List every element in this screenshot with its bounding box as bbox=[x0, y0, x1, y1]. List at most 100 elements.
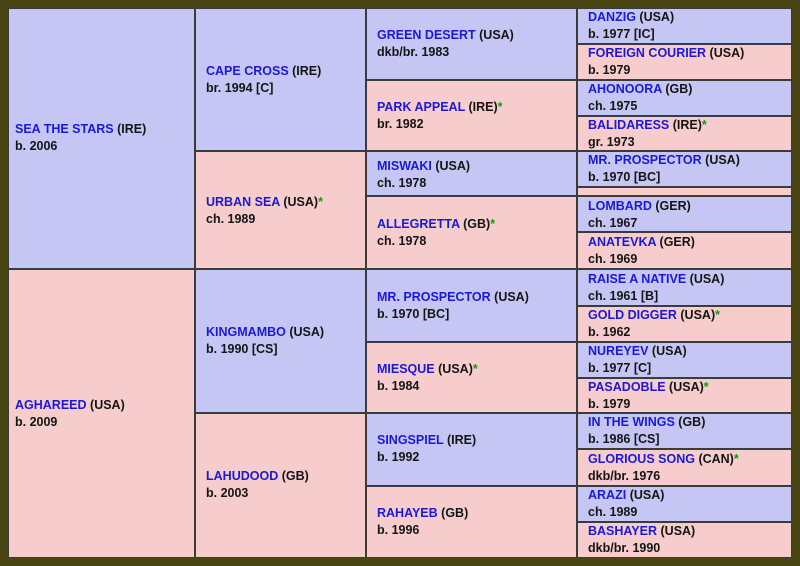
pedigree-cell-sire: NUREYEV (USA) b. 1977 [C] bbox=[578, 343, 791, 377]
pedigree-cell-sire: KINGMAMBO (USA) b. 1990 [CS] bbox=[196, 270, 365, 412]
horse-info: b. 1986 [CS] bbox=[588, 432, 660, 446]
horse-info: b. 1984 bbox=[377, 379, 420, 393]
pedigree-cell-sire: MISWAKI (USA) ch. 1978 bbox=[367, 152, 576, 195]
horse-info: gr. 1973 bbox=[588, 135, 635, 149]
horse-country: (GB) bbox=[441, 506, 469, 520]
star-mark: * bbox=[733, 452, 739, 466]
horse-info: ch. 1989 bbox=[206, 212, 256, 226]
horse-name[interactable]: SEA THE STARS bbox=[15, 122, 114, 136]
pedigree-cell-dam: LAHUDOOD (GB) b. 2003 bbox=[196, 414, 365, 557]
horse-country: (GER) bbox=[655, 199, 691, 213]
horse-country: (USA) bbox=[680, 308, 716, 322]
horse-country: (USA) bbox=[709, 46, 745, 60]
horse-country: (IRE) bbox=[446, 433, 477, 447]
horse-name[interactable]: IN THE WINGS bbox=[588, 415, 675, 429]
horse-info: br. 1982 bbox=[377, 117, 424, 131]
star-mark: * bbox=[715, 308, 720, 322]
horse-info: b. 1977 [IC] bbox=[588, 27, 655, 41]
horse-name[interactable]: MR. PROSPECTOR bbox=[377, 290, 491, 304]
horse-country: (GB) bbox=[665, 82, 693, 96]
horse-name[interactable]: PARK APPEAL bbox=[377, 100, 465, 114]
horse-country: (USA) bbox=[438, 362, 473, 376]
pedigree-cell-sire: ARAZI (USA) ch. 1989 bbox=[578, 487, 791, 521]
horse-name[interactable]: MISWAKI bbox=[377, 159, 432, 173]
horse-info: ch. 1969 bbox=[588, 252, 638, 266]
horse-info: b. 2006 bbox=[15, 139, 58, 153]
horse-name[interactable]: BASHAYER bbox=[588, 524, 658, 538]
horse-country: (USA) bbox=[669, 380, 704, 394]
horse-name[interactable]: ANATEVKA bbox=[588, 235, 657, 249]
horse-info: dkb/br. 1990 bbox=[588, 541, 661, 555]
horse-info: b. 1996 bbox=[377, 523, 420, 537]
horse-name[interactable]: FOREIGN COURIER bbox=[588, 46, 707, 60]
pedigree-cell-dam: GLORIOUS SONG (CAN)* dkb/br. 1976 bbox=[578, 450, 791, 485]
horse-name[interactable]: GOLD DIGGER bbox=[588, 308, 677, 322]
pedigree-cell-sire: DANZIG (USA) b. 1977 [IC] bbox=[578, 9, 791, 43]
pedigree-cell-dam: ALLEGRETTA (GB)* ch. 1978 bbox=[367, 197, 576, 268]
horse-name[interactable]: DANZIG bbox=[588, 10, 636, 24]
pedigree-cell-dam: PARK APPEAL (IRE)* br. 1982 bbox=[367, 81, 576, 150]
pedigree-cell-sire: SINGSPIEL (IRE) b. 1992 bbox=[367, 414, 576, 485]
horse-country: (USA) bbox=[283, 195, 319, 209]
horse-name[interactable]: PASADOBLE bbox=[588, 380, 666, 394]
star-mark: * bbox=[703, 380, 709, 394]
horse-name[interactable]: LOMBARD bbox=[588, 199, 652, 213]
horse-country: (USA) bbox=[660, 524, 696, 538]
horse-info: ch. 1989 bbox=[588, 505, 638, 519]
horse-name[interactable]: SINGSPIEL bbox=[377, 433, 444, 447]
horse-info: b. 2009 bbox=[15, 415, 58, 429]
horse-name[interactable]: URBAN SEA bbox=[206, 195, 280, 209]
horse-info: b. 1970 [BC] bbox=[377, 307, 450, 321]
horse-name[interactable]: AHONOORA bbox=[588, 82, 662, 96]
star-mark: * bbox=[701, 118, 707, 132]
horse-name[interactable]: RAISE A NATIVE bbox=[588, 272, 687, 286]
pedigree-cell-sire: GREEN DESERT (USA) dkb/br. 1983 bbox=[367, 9, 576, 79]
horse-info: ch. 1967 bbox=[588, 216, 638, 230]
pedigree-cell-dam: URBAN SEA (USA)* ch. 1989 bbox=[196, 152, 365, 268]
horse-name[interactable]: LAHUDOOD bbox=[206, 469, 279, 483]
pedigree-chart: SEA THE STARS (IRE) b. 2006 AGHAREED (US… bbox=[8, 8, 792, 558]
horse-info: ch. 1961 [B] bbox=[588, 289, 659, 303]
horse-country: (CAN) bbox=[698, 452, 734, 466]
horse-country: (USA) bbox=[689, 272, 725, 286]
horse-name[interactable]: CAPE CROSS bbox=[206, 64, 289, 78]
star-mark: * bbox=[490, 217, 496, 231]
pedigree-cell-sire: MR. PROSPECTOR (USA) b. 1970 [BC] bbox=[367, 270, 576, 341]
horse-country: (USA) bbox=[705, 153, 740, 167]
star-mark: * bbox=[318, 195, 323, 209]
horse-info: b. 1979 bbox=[588, 63, 631, 77]
horse-country: (IRE) bbox=[468, 100, 498, 114]
horse-name[interactable]: KINGMAMBO bbox=[206, 325, 286, 339]
horse-info: b. 1990 [CS] bbox=[206, 342, 278, 356]
horse-name[interactable]: RAHAYEB bbox=[377, 506, 438, 520]
horse-country: (USA) bbox=[479, 28, 514, 42]
horse-name[interactable]: ALLEGRETTA bbox=[377, 217, 460, 231]
horse-name[interactable]: AGHAREED bbox=[15, 398, 87, 412]
horse-country: (IRE) bbox=[117, 122, 147, 136]
horse-country: (GB) bbox=[678, 415, 706, 429]
horse-name[interactable]: MR. PROSPECTOR bbox=[588, 153, 702, 167]
horse-info: b. 1970 [BC] bbox=[588, 170, 661, 184]
pedigree-cell-dam: MIESQUE (USA)* b. 1984 bbox=[367, 343, 576, 412]
horse-name[interactable]: MIESQUE bbox=[377, 362, 435, 376]
horse-info: b. 1962 bbox=[588, 325, 631, 339]
horse-info: dkb/br. 1976 bbox=[588, 469, 661, 483]
pedigree-cell-sire: CAPE CROSS (IRE) br. 1994 [C] bbox=[196, 9, 365, 150]
star-mark: * bbox=[497, 100, 503, 114]
horse-country: (GB) bbox=[463, 217, 491, 231]
horse-country: (IRE) bbox=[672, 118, 702, 132]
horse-info: b. 1977 [C] bbox=[588, 361, 652, 375]
pedigree-cell-dam: BALIDARESS (IRE)* gr. 1973 bbox=[578, 117, 791, 150]
horse-country: (USA) bbox=[90, 398, 125, 412]
pedigree-cell-dam: AGHAREED (USA) b. 2009 bbox=[9, 270, 194, 557]
pedigree-cell-dam: ANATEVKA (GER) ch. 1969 bbox=[578, 233, 791, 268]
horse-country: (GB) bbox=[281, 469, 309, 483]
horse-name[interactable]: GLORIOUS SONG bbox=[588, 452, 695, 466]
horse-name[interactable]: BALIDARESS bbox=[588, 118, 670, 132]
horse-name[interactable]: ARAZI bbox=[588, 488, 627, 502]
pedigree-cell-sire: IN THE WINGS (GB) b. 1986 [CS] bbox=[578, 414, 791, 448]
horse-country: (IRE) bbox=[292, 64, 322, 78]
horse-name[interactable]: NUREYEV bbox=[588, 344, 649, 358]
pedigree-cell-dam: GOLD DIGGER (USA)* b. 1962 bbox=[578, 307, 791, 341]
horse-name[interactable]: GREEN DESERT bbox=[377, 28, 476, 42]
